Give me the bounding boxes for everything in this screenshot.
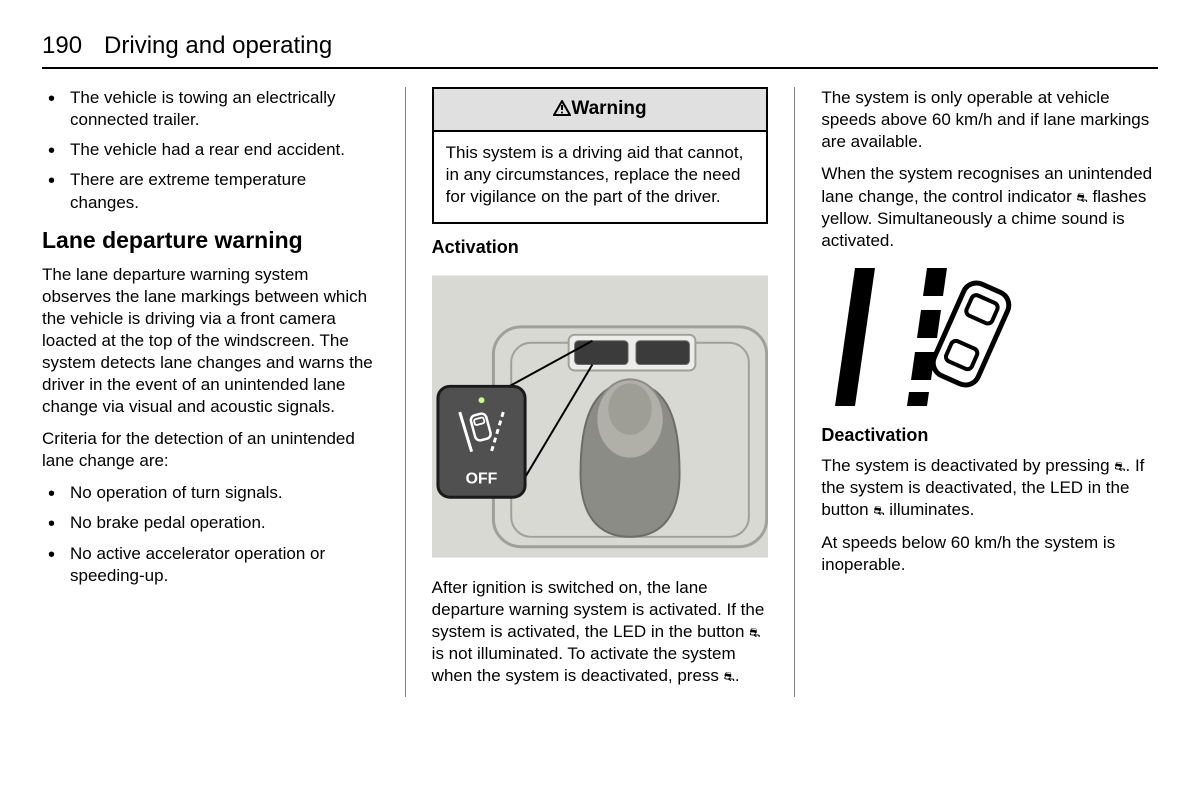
text-fragment: illuminates. <box>885 500 975 519</box>
lane-button-icon: ⛐ <box>724 669 735 686</box>
activation-illustration: OFF <box>432 274 769 559</box>
column-divider <box>405 87 406 697</box>
lane-indicator-icon: ⛐ <box>1077 190 1088 207</box>
limitations-list: The vehicle is towing an electrically co… <box>42 87 379 213</box>
list-item: The vehicle had a rear end accident. <box>42 139 379 161</box>
warning-label: Warning <box>571 98 646 119</box>
chapter-title: Driving and operating <box>104 30 332 61</box>
list-item: No brake pedal operation. <box>42 512 379 534</box>
column-3: The system is only operable at vehicle s… <box>821 87 1158 697</box>
page-header: 190 Driving and operating <box>42 30 1158 69</box>
lane-button-icon: ⛐ <box>749 625 760 642</box>
deactivation-heading: Deactivation <box>821 424 1158 447</box>
content-columns: The vehicle is towing an electrically co… <box>42 87 1158 697</box>
body-text: The system is only operable at vehicle s… <box>821 87 1158 153</box>
warning-body: This system is a driving aid that cannot… <box>434 132 767 222</box>
list-item: There are extreme temperature changes. <box>42 169 379 213</box>
lane-departure-illustration <box>821 262 1031 412</box>
lane-button-icon: ⛐ <box>873 503 884 520</box>
warning-triangle-icon <box>553 100 571 116</box>
list-item: No active accelerator operation or speed… <box>42 543 379 587</box>
lane-button-icon: ⛐ <box>1114 459 1125 476</box>
body-text: The lane departure warning system observ… <box>42 264 379 419</box>
activation-heading: Activation <box>432 236 769 259</box>
text-fragment: The system is deactivated by pressing <box>821 456 1114 475</box>
activation-text: After ignition is switched on, the lane … <box>432 577 769 687</box>
text-fragment: is not illuminated. To activate the syst… <box>432 644 736 685</box>
criteria-list: No operation of turn signals. No brake p… <box>42 482 379 586</box>
column-divider <box>794 87 795 697</box>
body-text: Criteria for the detection of an uninten… <box>42 428 379 472</box>
text-fragment: After ignition is switched on, the lane … <box>432 578 765 641</box>
page-number: 190 <box>42 30 82 61</box>
warning-box: Warning This system is a driving aid tha… <box>432 87 769 224</box>
warning-title: Warning <box>434 89 767 132</box>
body-text: At speeds below 60 km/h the system is in… <box>821 532 1158 576</box>
section-title-lane-departure: Lane departure warning <box>42 226 379 256</box>
list-item: The vehicle is towing an electrically co… <box>42 87 379 131</box>
svg-text:OFF: OFF <box>465 470 497 487</box>
column-2: Warning This system is a driving aid tha… <box>432 87 769 697</box>
text-fragment: . <box>735 666 740 685</box>
column-1: The vehicle is towing an electrically co… <box>42 87 379 697</box>
list-item: No operation of turn signals. <box>42 482 379 504</box>
body-text: When the system recognises an unintended… <box>821 163 1158 251</box>
deactivation-text: The system is deactivated by pressing ⛐.… <box>821 455 1158 521</box>
